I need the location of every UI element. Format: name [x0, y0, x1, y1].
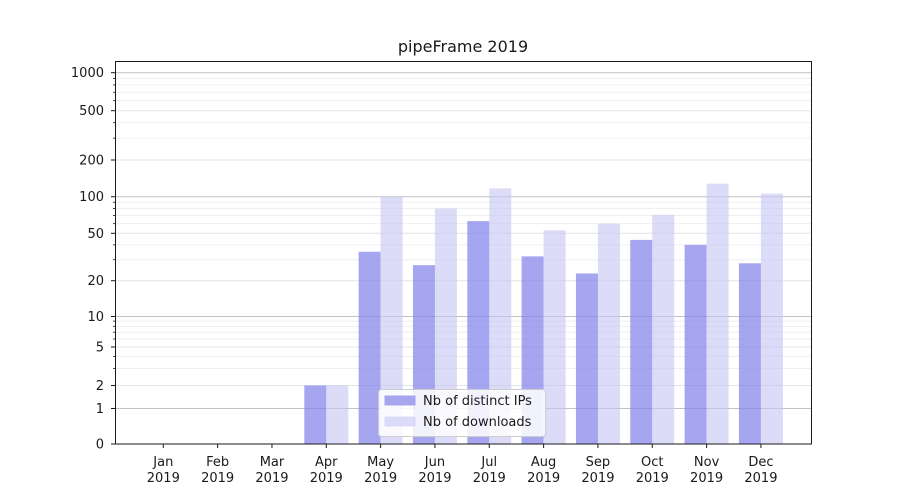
x-tick-label-month-sep: Sep [586, 455, 611, 470]
y-tick-label-500: 500 [79, 104, 104, 119]
bar-downloads-dec-2019 [760, 193, 783, 444]
y-tick-label-1: 1 [96, 402, 104, 417]
bar-downloads-nov-2019 [706, 183, 729, 444]
bar-ips-nov-2019 [684, 244, 707, 444]
bar-ips-oct-2019 [630, 239, 653, 444]
x-tick-label-year-mar: 2019 [255, 471, 288, 486]
y-tick-label-5: 5 [96, 341, 104, 356]
bar-ips-may-2019 [358, 251, 381, 444]
bar-downloads-oct-2019 [652, 214, 675, 444]
bar-downloads-aug-2019 [543, 230, 566, 444]
x-tick-label-month-nov: Nov [694, 455, 720, 470]
legend-box [378, 389, 546, 437]
legend-label-downloads: Nb of downloads [423, 415, 532, 430]
x-tick-label-year-sep: 2019 [581, 471, 614, 486]
x-tick-label-year-nov: 2019 [690, 471, 723, 486]
bars-layer [304, 183, 783, 444]
bar-ips-apr-2019 [304, 385, 327, 444]
x-tick-label-month-jan: Jan [152, 455, 173, 470]
y-tick-label-100: 100 [79, 190, 104, 205]
x-tick-label-month-aug: Aug [531, 455, 556, 470]
bar-downloads-sep-2019 [597, 223, 620, 444]
x-tick-label-year-jun: 2019 [418, 471, 451, 486]
x-tick-label-month-apr: Apr [315, 455, 338, 470]
y-tick-label-0: 0 [96, 438, 104, 453]
plot-border [115, 61, 812, 445]
x-tick-label-year-dec: 2019 [744, 471, 777, 486]
legend-swatch-downloads [384, 416, 416, 427]
x-tick-label-month-jun: Jun [424, 455, 445, 470]
y-tick-label-2: 2 [96, 379, 104, 394]
chart-title: pipeFrame 2019 [398, 37, 528, 56]
x-tick-label-year-apr: 2019 [310, 471, 343, 486]
legend-label-distinct-ips: Nb of distinct IPs [423, 394, 532, 409]
x-tick-label-year-jul: 2019 [473, 471, 506, 486]
x-tick-label-month-jul: Jul [480, 455, 497, 470]
x-tick-label-month-mar: Mar [260, 455, 285, 470]
bar-ips-jul-2019 [467, 221, 490, 444]
tick-labels-layer: 10005002001005020105210Jan2019Feb2019Mar… [71, 66, 778, 486]
bar-downloads-jun-2019 [434, 208, 457, 444]
x-tick-label-year-may: 2019 [364, 471, 397, 486]
x-tick-label-year-feb: 2019 [201, 471, 234, 486]
x-tick-label-month-dec: Dec [748, 455, 773, 470]
y-tick-label-10: 10 [87, 310, 104, 325]
y-tick-label-1000: 1000 [71, 66, 104, 81]
legend-swatch-distinct-ips [384, 395, 416, 406]
y-tick-label-50: 50 [87, 227, 104, 242]
x-tick-label-year-jan: 2019 [147, 471, 180, 486]
bar-downloads-may-2019 [380, 196, 403, 444]
x-tick-label-month-oct: Oct [641, 455, 663, 470]
bar-ips-dec-2019 [738, 263, 761, 444]
x-tick-label-year-aug: 2019 [527, 471, 560, 486]
ticks-layer [111, 72, 762, 448]
x-tick-label-month-may: May [367, 455, 394, 470]
x-tick-label-month-feb: Feb [206, 455, 229, 470]
y-tick-label-200: 200 [79, 154, 104, 169]
bar-ips-sep-2019 [575, 273, 598, 444]
y-tick-label-20: 20 [87, 274, 104, 289]
legend: Nb of distinct IPs Nb of downloads [378, 389, 546, 437]
bar-downloads-jul-2019 [489, 188, 512, 444]
x-tick-label-year-oct: 2019 [636, 471, 669, 486]
bar-downloads-apr-2019 [326, 385, 349, 444]
